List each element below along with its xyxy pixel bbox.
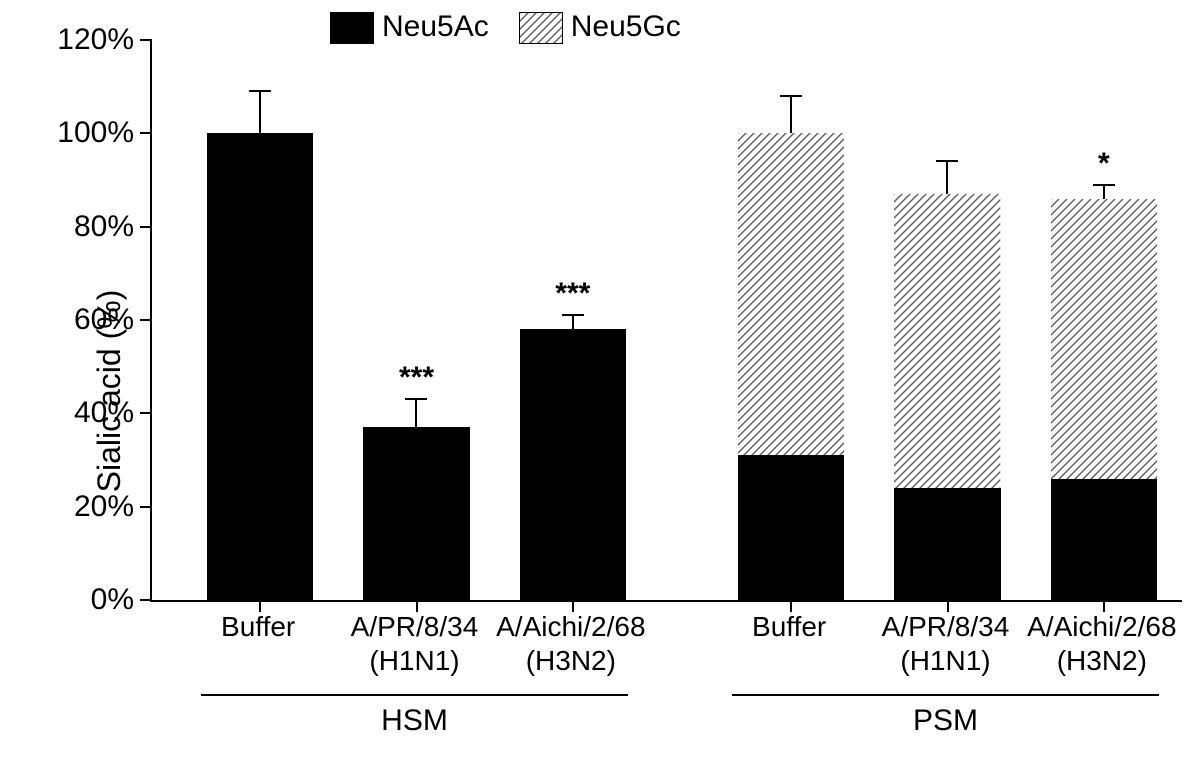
error-bar xyxy=(572,315,574,329)
significance-marker: *** xyxy=(399,361,434,395)
y-tick xyxy=(140,506,152,508)
bar-segment-Neu5Gc xyxy=(894,194,1000,488)
error-bar xyxy=(259,91,261,133)
bar-segment-Neu5Ac xyxy=(738,455,844,600)
bar-segment-Neu5Ac xyxy=(1051,479,1157,600)
significance-marker: * xyxy=(1098,147,1110,181)
error-cap xyxy=(780,95,802,97)
error-bar xyxy=(946,161,948,194)
error-bar xyxy=(415,399,417,427)
error-bar xyxy=(1103,185,1105,199)
y-tick xyxy=(140,412,152,414)
error-cap xyxy=(1093,184,1115,186)
x-category-label: A/Aichi/2/68(H3N2) xyxy=(1017,610,1187,677)
error-cap xyxy=(405,398,427,400)
bar-segment-Neu5Ac xyxy=(894,488,1000,600)
y-tick-label: 20% xyxy=(74,490,134,524)
y-tick-label: 60% xyxy=(74,303,134,337)
x-category-label: A/Aichi/2/68(H3N2) xyxy=(486,610,656,677)
error-cap xyxy=(936,160,958,162)
plot-area: 0%20%40%60%80%100%120%*********** xyxy=(150,40,1182,602)
y-tick xyxy=(140,132,152,134)
y-tick-label: 100% xyxy=(57,116,134,150)
group-underline xyxy=(201,694,628,696)
y-tick-label: 80% xyxy=(74,210,134,244)
x-category-label: Buffer xyxy=(704,610,874,677)
error-bar xyxy=(790,96,792,133)
x-category-label: A/PR/8/34(H1N1) xyxy=(330,610,500,677)
legend-label: Neu5Ac xyxy=(382,10,489,43)
y-tick xyxy=(140,226,152,228)
bar-segment-Neu5Ac xyxy=(363,427,469,600)
legend-item-neu5ac: Neu5Ac xyxy=(330,10,489,44)
bar-segment-Neu5Gc xyxy=(738,133,844,455)
x-category-label: A/PR/8/34(H1N1) xyxy=(861,610,1031,677)
legend: Neu5Ac Neu5Gc xyxy=(330,10,681,44)
bar-segment-Neu5Ac xyxy=(520,329,626,600)
bar-segment-Neu5Ac xyxy=(207,133,313,600)
error-cap xyxy=(562,314,584,316)
y-tick-label: 40% xyxy=(74,396,134,430)
legend-item-neu5gc: Neu5Gc xyxy=(519,10,681,44)
y-tick-label: 0% xyxy=(91,583,134,617)
legend-label: Neu5Gc xyxy=(571,10,681,43)
group-label: PSM xyxy=(896,704,996,738)
error-cap xyxy=(249,90,271,92)
bar-segment-Neu5Gc xyxy=(1051,199,1157,479)
x-category-label: Buffer xyxy=(173,610,343,677)
chart-container: Sialic acid (%) Neu5Ac Neu5Gc 0%20%40%60… xyxy=(0,0,1200,781)
y-tick xyxy=(140,319,152,321)
significance-marker: *** xyxy=(555,277,590,311)
y-tick xyxy=(140,39,152,41)
group-underline xyxy=(732,694,1159,696)
y-tick-label: 120% xyxy=(57,23,134,57)
y-tick xyxy=(140,599,152,601)
group-label: HSM xyxy=(365,704,465,738)
